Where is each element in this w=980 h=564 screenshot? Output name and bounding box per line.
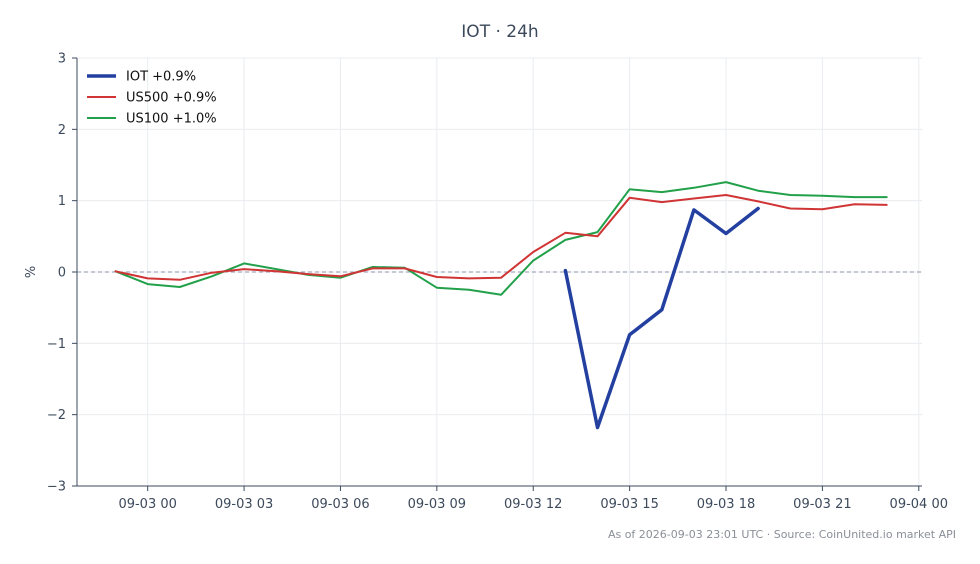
x-tick-label: 09-03 21 — [793, 497, 851, 512]
grid — [77, 57, 922, 487]
x-tick-label: 09-04 00 — [890, 497, 948, 512]
x-tick-label: 09-03 12 — [504, 497, 562, 512]
y-tick-label: −1 — [47, 337, 66, 352]
x-tick-label: 09-03 15 — [600, 497, 658, 512]
legend-label: US500 +0.9% — [126, 91, 217, 106]
series-layer — [114, 181, 888, 430]
series-line-us500 — [114, 194, 888, 281]
x-tick-label: 09-03 18 — [697, 497, 755, 512]
series-line-iot — [563, 206, 760, 430]
y-tick-label: −3 — [47, 480, 66, 495]
x-tick-label: 09-03 03 — [215, 497, 273, 512]
x-ticks: 09-03 00 09-03 03 09-03 06 09-03 09 09-03 12… — [118, 486, 948, 512]
y-tick-label: 0 — [58, 266, 66, 281]
legend: IOT +0.9% US500 +0.9% US100 +1.0% — [87, 70, 217, 127]
y-tick-label: 1 — [58, 194, 66, 209]
legend-label: US100 +1.0% — [126, 112, 217, 127]
legend-label: IOT +0.9% — [126, 70, 196, 85]
x-tick-label: 09-03 09 — [408, 497, 466, 512]
y-tick-label: 3 — [58, 52, 66, 67]
y-tick-label: −2 — [47, 408, 66, 423]
y-axis-label: % — [24, 266, 39, 278]
y-tick-label: 2 — [58, 123, 66, 138]
footer-source: As of 2026-09-03 23:01 UTC · Source: Coi… — [608, 528, 956, 541]
chart-title: IOT · 24h — [461, 22, 538, 42]
x-tick-label: 09-03 00 — [118, 497, 176, 512]
x-tick-label: 09-03 06 — [311, 497, 369, 512]
y-ticks: 3 2 1 0 −1 −2 −3 — [47, 52, 77, 495]
series-line-us100 — [114, 181, 888, 296]
